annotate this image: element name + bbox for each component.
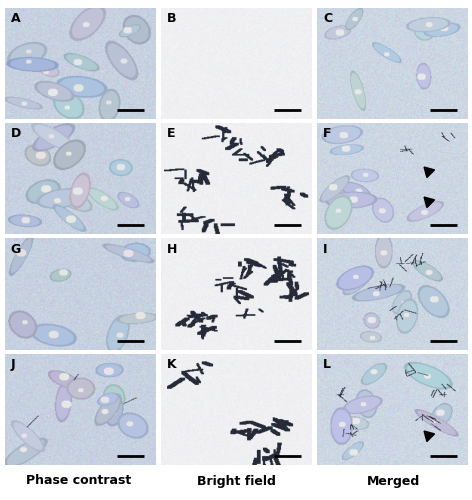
Text: E: E [167,128,176,140]
Text: Phase contrast: Phase contrast [26,474,131,488]
Text: C: C [323,12,332,25]
Text: H: H [167,243,177,256]
Text: B: B [167,12,177,25]
Text: J: J [11,358,16,372]
Text: F: F [323,128,332,140]
Text: Bright field: Bright field [196,474,276,488]
Text: A: A [11,12,20,25]
Text: L: L [323,358,331,372]
Text: I: I [323,243,328,256]
Text: D: D [11,128,21,140]
Text: Merged: Merged [367,474,420,488]
Text: K: K [167,358,177,372]
Text: G: G [11,243,21,256]
